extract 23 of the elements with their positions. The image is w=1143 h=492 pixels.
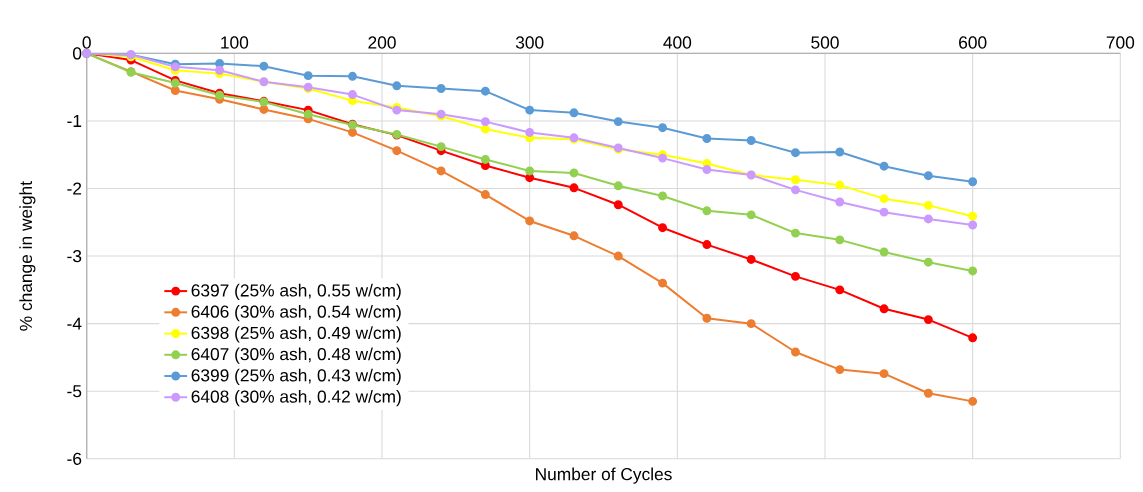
y-tick-label: -3: [67, 249, 82, 263]
y-tick-label: 0: [73, 47, 82, 60]
x-tick-label: 400: [663, 36, 692, 49]
legend-label: 6407 (30% ash, 0.48 w/cm): [191, 347, 401, 364]
x-tick-label: 200: [368, 36, 396, 49]
y-tick-label: -6: [67, 452, 82, 465]
y-axis-title: % change in weight: [19, 181, 36, 331]
y-tick-label: -4: [67, 317, 82, 330]
x-axis-title: Number of Cycles: [536, 467, 672, 484]
x-tick-label: 600: [959, 36, 987, 49]
x-tick-label: 700: [1106, 36, 1135, 49]
x-tick-label: 0: [82, 36, 91, 49]
legend-label: 6397 (25% ash, 0.55 w/cm): [191, 283, 401, 300]
legend-label: 6408 (30% ash, 0.42 w/cm): [191, 389, 401, 407]
legend-label: 6398 (25% ash, 0.49 w/cm): [191, 326, 401, 343]
legend-label: 6399 (25% ash, 0.43 w/cm): [191, 368, 401, 385]
y-tick-label: -1: [67, 114, 82, 127]
legend-label: 6406 (30% ash, 0.54 w/cm): [191, 304, 401, 322]
x-tick-label: 300: [515, 36, 544, 49]
x-tick-label: 500: [811, 36, 839, 49]
y-tick-label: -5: [67, 385, 82, 398]
y-tick-label: -2: [67, 182, 82, 195]
x-tick-label: 100: [221, 36, 249, 49]
